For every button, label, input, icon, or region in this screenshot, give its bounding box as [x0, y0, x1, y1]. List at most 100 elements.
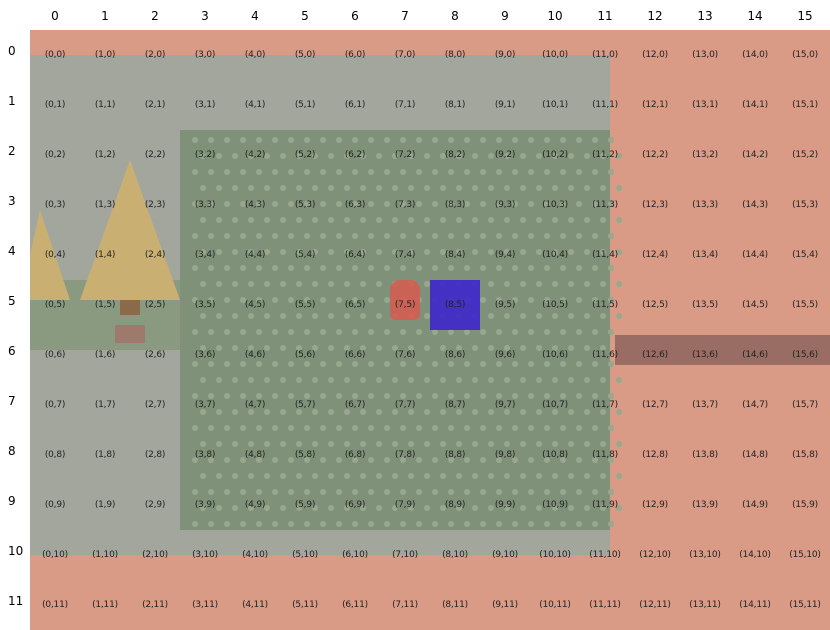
grass-tuft — [488, 473, 494, 479]
column-header: 15 — [797, 9, 813, 23]
grass-tuft — [296, 473, 302, 479]
grass-tuft — [280, 249, 286, 255]
grass-tuft — [576, 521, 582, 527]
grass-tuft — [320, 297, 326, 303]
grass-tuft — [584, 345, 590, 351]
grass-tuft — [224, 137, 230, 143]
grass-tuft — [584, 185, 590, 191]
grass-tuft — [504, 345, 510, 351]
grass-tuft — [360, 441, 366, 447]
tile-label: (14,2) — [742, 150, 768, 160]
tile-label: (11,5) — [592, 300, 618, 310]
row-header: 10 — [8, 544, 24, 558]
grass-tuft — [528, 169, 534, 175]
grass-tuft — [304, 361, 310, 367]
tile-label: (8,6) — [444, 350, 466, 360]
tile-label: (13,4) — [692, 250, 718, 260]
grass-tuft — [608, 201, 614, 207]
grass-tuft — [440, 473, 446, 479]
grass-tuft — [440, 505, 446, 511]
grass-tuft — [480, 521, 486, 527]
tile-label: (3,4) — [194, 250, 216, 260]
grass-tuft — [568, 313, 574, 319]
grass-tuft — [360, 409, 366, 415]
tile-label: (3,1) — [194, 100, 216, 110]
grass-tuft — [536, 377, 542, 383]
grass-tuft — [616, 473, 622, 479]
grass-tuft — [440, 441, 446, 447]
column-header: 7 — [401, 9, 409, 23]
grass-tuft — [360, 249, 366, 255]
tile-label: (4,3) — [244, 200, 266, 210]
grass-tuft — [208, 457, 214, 463]
tile-label: (15,4) — [792, 250, 818, 260]
grass-tuft — [592, 265, 598, 271]
grass-tuft — [496, 265, 502, 271]
tile-label: (0,1) — [44, 100, 66, 110]
tile-label: (14,4) — [742, 250, 768, 260]
grass-tuft — [248, 377, 254, 383]
game-map[interactable]: (0,0) (1,0) (2,0) (3,0) (4,0) (5,0) (6,0) (7,0)… — [30, 30, 830, 630]
grass-tuft — [224, 265, 230, 271]
grass-tuft — [208, 393, 214, 399]
grass-tuft — [600, 473, 606, 479]
grass-tuft — [552, 153, 558, 159]
grass-tuft — [592, 233, 598, 239]
tile-label: (6,6) — [344, 350, 366, 360]
grass-tuft — [376, 185, 382, 191]
grass-tuft — [216, 441, 222, 447]
grass-tuft — [232, 473, 238, 479]
grass-tuft — [280, 409, 286, 415]
grass-tuft — [224, 201, 230, 207]
tile-label: (5,5) — [294, 300, 316, 310]
grass-tuft — [392, 185, 398, 191]
grass-tuft — [600, 153, 606, 159]
grass-tuft — [496, 393, 502, 399]
map-background — [30, 30, 830, 630]
tile-label: (10,8) — [542, 450, 568, 460]
grass-tuft — [504, 409, 510, 415]
grass-tuft — [560, 393, 566, 399]
grass-tuft — [416, 457, 422, 463]
grass-tuft — [320, 265, 326, 271]
grass-tuft — [376, 345, 382, 351]
tile-label: (1,10) — [92, 550, 118, 560]
grass-tuft — [376, 409, 382, 415]
grass-tuft — [296, 345, 302, 351]
grass-tuft — [488, 281, 494, 287]
grass-tuft — [496, 425, 502, 431]
grass-tuft — [520, 377, 526, 383]
grass-tuft — [552, 249, 558, 255]
grass-tuft — [560, 201, 566, 207]
grass-tuft — [352, 329, 358, 335]
grass-tuft — [384, 297, 390, 303]
grass-tuft — [392, 345, 398, 351]
tile-label: (5,9) — [294, 500, 316, 510]
tile-label: (7,1) — [394, 100, 416, 110]
tile-label: (7,10) — [392, 550, 418, 560]
grass-tuft — [288, 393, 294, 399]
tile-label: (15,1) — [792, 100, 818, 110]
grass-tuft — [384, 489, 390, 495]
grass-tuft — [616, 249, 622, 255]
grass-tuft — [360, 473, 366, 479]
tile-label: (11,4) — [592, 250, 618, 260]
player-cursor-square[interactable] — [430, 280, 480, 330]
grass-tuft — [440, 185, 446, 191]
grass-tuft — [592, 169, 598, 175]
grass-tuft — [576, 137, 582, 143]
tile-label: (15,6) — [792, 350, 818, 360]
grass-tuft — [224, 169, 230, 175]
grass-tuft — [256, 457, 262, 463]
tile-label: (6,9) — [344, 500, 366, 510]
grass-tuft — [336, 265, 342, 271]
tile-label: (7,0) — [394, 50, 416, 60]
tile-label: (12,1) — [642, 100, 668, 110]
grass-tuft — [360, 313, 366, 319]
tile-label: (2,3) — [144, 200, 166, 210]
grass-tuft — [272, 201, 278, 207]
grass-tuft — [320, 137, 326, 143]
grass-tuft — [576, 233, 582, 239]
grass-tuft — [608, 489, 614, 495]
trainer-sprite[interactable] — [390, 280, 420, 320]
